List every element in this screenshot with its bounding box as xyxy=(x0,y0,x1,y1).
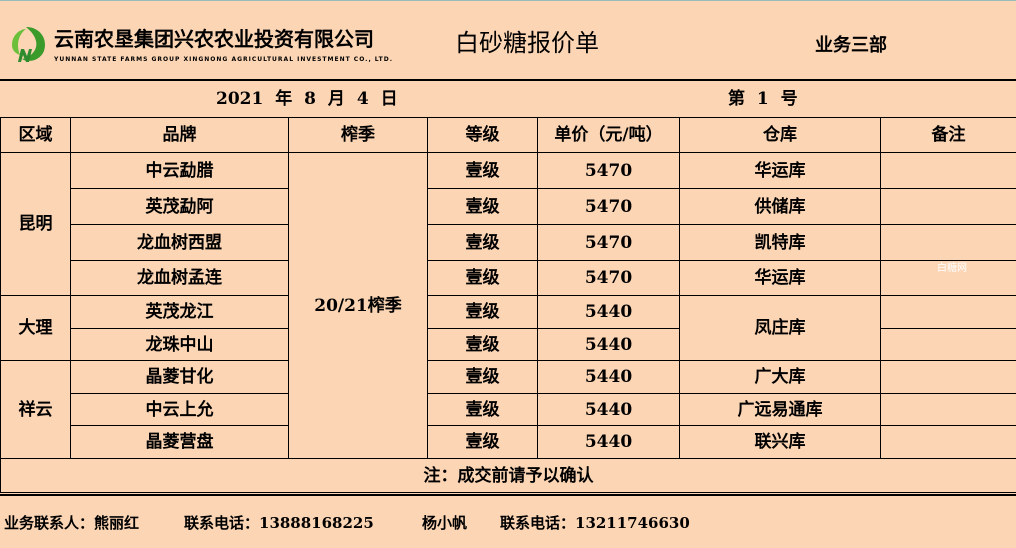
watermark: 白糖网 xyxy=(937,263,967,274)
table-row: 龙血树孟连 壹级 5470 华运库 xyxy=(1,260,1016,296)
region: 大理 xyxy=(0,295,71,361)
remarks xyxy=(880,188,1016,225)
table-row: 祥云 晶菱甘化 壹级 5440 广大库 xyxy=(0,360,1016,459)
table-row: 大理 英茂龙江 壹级 5440 凤庄库 xyxy=(0,295,1016,361)
table-row: 英茂勐阿 壹级 5470 供储库 xyxy=(1,188,1016,225)
grade: 壹级 xyxy=(427,328,538,361)
grade: 壹级 xyxy=(427,260,538,296)
price-table: 区域 品牌 榨季 等级 单价（元/吨） 仓库 备注 昆明 中云勐腊 20/21榨… xyxy=(0,117,1016,493)
footer: 业务联系人：熊丽红 联系电话：13888168225 杨小帆 联系电话：1321… xyxy=(0,494,1016,548)
remarks xyxy=(880,328,1016,361)
price: 5440 xyxy=(537,425,680,459)
warehouse: 华运库 xyxy=(679,152,881,189)
department: 业务三部 xyxy=(815,35,887,56)
table-row: 晶菱营盘 壹级 5440 联兴库 xyxy=(1,425,1016,459)
warehouse: 联兴库 xyxy=(679,425,881,459)
warehouse: 供储库 xyxy=(679,188,881,225)
price: 5440 xyxy=(537,328,680,361)
contact-person-2: 杨小帆 xyxy=(422,514,468,532)
price: 5440 xyxy=(537,295,680,329)
contact-phone-1: 联系电话：13888168225 xyxy=(184,514,374,532)
price: 5470 xyxy=(537,260,680,296)
col-price: 单价（元/吨） xyxy=(537,117,680,153)
col-brand: 品牌 xyxy=(70,117,289,153)
region: 昆明 xyxy=(0,152,71,296)
table-row: 中云上允 壹级 5440 广远易通库 xyxy=(1,393,1016,426)
warehouse: 华运库 xyxy=(679,260,881,296)
remarks xyxy=(880,224,1016,261)
table-row: 龙血树西盟 壹级 5470 凯特库 xyxy=(1,224,1016,261)
brand: 中云勐腊 xyxy=(70,152,289,189)
price: 5440 xyxy=(537,360,680,394)
brand: 晶菱营盘 xyxy=(70,425,289,459)
note: 注：成交前请予以确认 xyxy=(0,458,1016,493)
col-grade: 等级 xyxy=(427,117,538,153)
col-season: 榨季 xyxy=(288,117,428,153)
warehouse: 凤庄库 xyxy=(679,295,881,361)
col-region: 区域 xyxy=(0,117,71,153)
brand: 龙血树西盟 xyxy=(70,224,289,261)
brand: 中云上允 xyxy=(70,393,289,426)
date-row: 2021 年 8 月 4 日 第 1 号 xyxy=(0,81,1016,117)
header: 云南农垦集团兴农农业投资有限公司 YUNNAN STATE FARMS GROU… xyxy=(0,0,1016,81)
warehouse: 广大库 xyxy=(679,360,881,394)
contact-phone-2: 联系电话：13211746630 xyxy=(500,514,690,532)
remarks xyxy=(880,425,1016,459)
brand: 龙血树孟连 xyxy=(70,260,289,296)
company-name-en: YUNNAN STATE FARMS GROUP XINGNONG AGRICU… xyxy=(54,56,393,63)
brand: 晶菱甘化 xyxy=(70,360,289,394)
remarks xyxy=(880,393,1016,426)
remarks xyxy=(880,152,1016,189)
table-row: 昆明 中云勐腊 20/21榨季 壹级 5470 华运库 xyxy=(0,152,1016,459)
price: 5440 xyxy=(537,393,680,426)
grade: 壹级 xyxy=(427,425,538,459)
quote-number: 第 1 号 xyxy=(728,89,798,109)
season: 20/21榨季 xyxy=(288,152,428,459)
grade: 壹级 xyxy=(427,188,538,225)
remarks xyxy=(880,295,1016,329)
price: 5470 xyxy=(537,152,680,189)
company-name: 云南农垦集团兴农农业投资有限公司 xyxy=(54,27,374,51)
grade: 壹级 xyxy=(427,393,538,426)
grade: 壹级 xyxy=(427,295,538,329)
grade: 壹级 xyxy=(427,360,538,394)
page-title: 白砂糖报价单 xyxy=(455,29,599,57)
brand: 英茂勐阿 xyxy=(70,188,289,225)
col-remarks: 备注 xyxy=(880,117,1016,153)
company-logo xyxy=(12,27,46,62)
table-header: 区域 品牌 榨季 等级 单价（元/吨） 仓库 备注 xyxy=(0,117,1016,153)
remarks xyxy=(880,360,1016,394)
grade: 壹级 xyxy=(427,224,538,261)
contact-person-1: 业务联系人：熊丽红 xyxy=(4,514,140,532)
brand: 龙珠中山 xyxy=(70,328,289,361)
region: 祥云 xyxy=(0,360,71,459)
price: 5470 xyxy=(537,188,680,225)
warehouse: 凯特库 xyxy=(679,224,881,261)
quote-date: 2021 年 8 月 4 日 xyxy=(216,89,398,109)
brand: 英茂龙江 xyxy=(70,295,289,329)
col-warehouse: 仓库 xyxy=(679,117,881,153)
grade: 壹级 xyxy=(427,152,538,189)
price: 5470 xyxy=(537,224,680,261)
warehouse: 广远易通库 xyxy=(679,393,881,426)
